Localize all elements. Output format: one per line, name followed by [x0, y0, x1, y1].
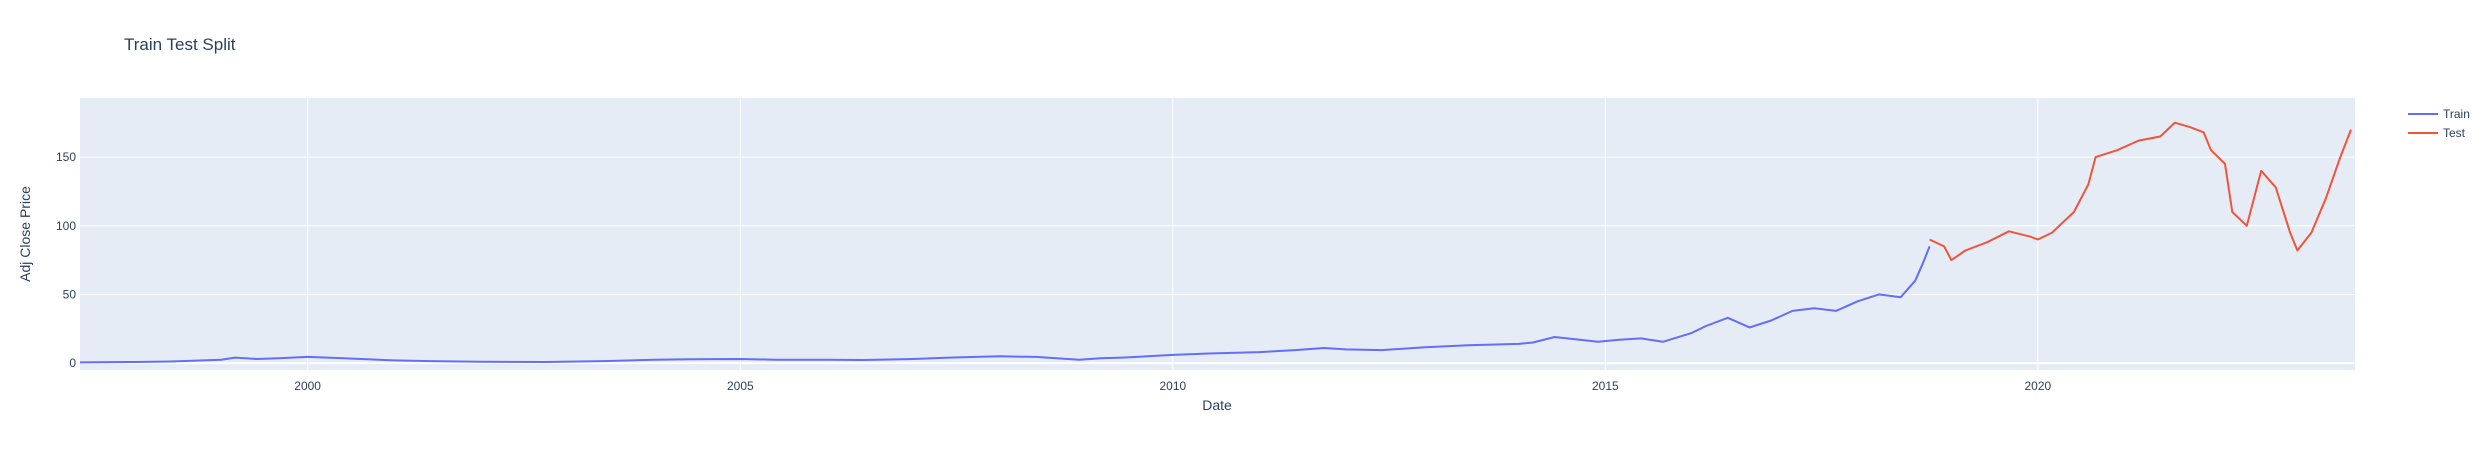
legend-item-train[interactable]: Train [2408, 107, 2470, 121]
y-tick-label: 100 [56, 219, 76, 233]
x-tick-label: 2000 [294, 379, 321, 393]
grid-lines [80, 98, 2355, 370]
series-line-test [1929, 121, 2352, 262]
plot-area [80, 98, 2355, 370]
legend-item-test[interactable]: Test [2408, 126, 2466, 140]
x-tick-label: 2005 [727, 379, 754, 393]
x-axis-ticks: 2000 2005 2010 2015 2020 [294, 379, 2051, 393]
x-tick-label: 2020 [2024, 379, 2051, 393]
y-tick-label: 50 [63, 287, 77, 301]
legend[interactable]: Train Test [2408, 107, 2470, 140]
chart-title: Train Test Split [124, 35, 236, 54]
x-tick-label: 2010 [1160, 379, 1187, 393]
y-axis-title: Adj Close Price [17, 186, 33, 282]
legend-label: Train [2443, 107, 2470, 121]
y-axis-ticks: 0 50 100 150 [56, 150, 76, 370]
y-tick-label: 0 [69, 356, 76, 370]
x-axis-title: Date [1202, 397, 1232, 413]
series-line-train [79, 246, 1931, 364]
y-tick-label: 150 [56, 150, 76, 164]
legend-label: Test [2443, 126, 2466, 140]
x-tick-label: 2015 [1592, 379, 1619, 393]
series-lines [79, 121, 2352, 364]
